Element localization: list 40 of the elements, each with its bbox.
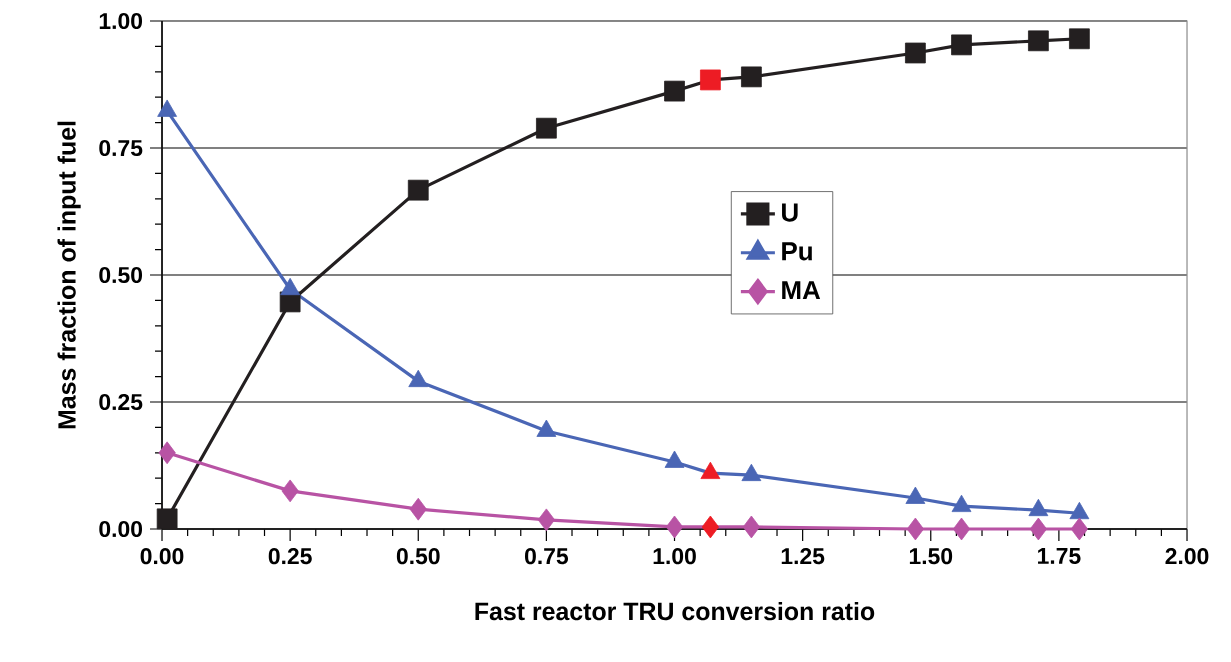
point xyxy=(407,179,429,201)
point xyxy=(1070,517,1089,541)
x-tick-label: 0.75 xyxy=(525,548,569,565)
legend-label: MA xyxy=(782,281,821,299)
point xyxy=(664,80,685,102)
point xyxy=(1069,28,1090,50)
y-tick-label: 0.50 xyxy=(99,266,143,284)
x-tick-label: 1.50 xyxy=(909,548,953,565)
x-tick-label: 1.00 xyxy=(653,548,696,565)
point xyxy=(536,117,557,139)
point xyxy=(700,69,721,91)
point xyxy=(701,515,720,539)
x-tick-label: 0.50 xyxy=(396,548,440,565)
point xyxy=(409,497,427,521)
x-tick-label: 1.25 xyxy=(781,548,825,565)
y-tick-label: 0.00 xyxy=(99,520,143,538)
point xyxy=(951,34,972,56)
point xyxy=(905,42,926,64)
point xyxy=(1028,30,1049,52)
point xyxy=(906,517,925,541)
x-tick-label: 1.75 xyxy=(1038,548,1081,565)
point xyxy=(665,515,684,539)
point xyxy=(742,515,761,539)
point xyxy=(158,441,176,465)
point xyxy=(281,479,299,503)
x-tick-label: 0.00 xyxy=(140,548,184,565)
legend-label: U xyxy=(782,203,798,222)
x-axis-title: Fast reactor TRU conversion ratio xyxy=(475,601,875,621)
point xyxy=(156,508,178,530)
point xyxy=(741,66,762,88)
legend-label: Pu xyxy=(782,242,812,261)
x-tick-label: 0.25 xyxy=(268,548,312,565)
y-tick-label: 0.75 xyxy=(99,139,143,157)
point xyxy=(537,508,555,532)
y-tick-label: 0.25 xyxy=(99,393,143,411)
point xyxy=(952,517,971,541)
y-tick-label: 1.00 xyxy=(99,12,143,30)
x-tick-label: 2.00 xyxy=(1165,548,1209,565)
point xyxy=(1029,517,1048,541)
y-axis-title: Mass fraction of input fuel xyxy=(57,121,81,429)
